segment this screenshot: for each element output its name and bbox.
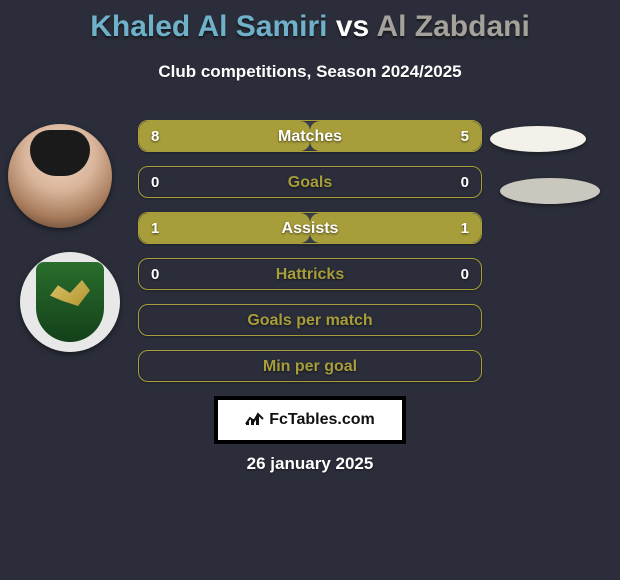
stat-bar: Hattricks0 0 <box>138 258 482 290</box>
stat-bars: Matches85Goals00Assists11Hattricks00Goal… <box>138 120 482 396</box>
comparison-card: Khaled Al Samiri vs Al Zabdani Club comp… <box>0 0 620 580</box>
stat-bar: Matches8 5 <box>138 120 482 152</box>
subtitle: Club competitions, Season 2024/2025 <box>0 62 620 82</box>
stat-bar: Goals per match <box>138 304 482 336</box>
decor-ellipse <box>490 126 586 152</box>
title-vs: vs <box>336 10 369 43</box>
stat-bar-label: Goals per match <box>139 305 481 335</box>
stat-bar: Min per goal <box>138 350 482 382</box>
stat-bar-label: Min per goal <box>139 351 481 381</box>
stat-bar-value-right: 1 <box>461 213 469 243</box>
source-banner: FcTables.com <box>214 396 406 444</box>
stat-bar-value-left: 0 <box>151 259 159 289</box>
stat-bar-value-right: 0 <box>461 259 469 289</box>
date-text: 26 january 2025 <box>0 454 620 474</box>
stat-bar-label: Assists <box>139 213 481 243</box>
page-title: Khaled Al Samiri vs Al Zabdani <box>0 10 620 44</box>
club-shield-icon <box>36 262 104 342</box>
title-player-right: Al Zabdani <box>376 10 529 43</box>
stat-bar: Assists1 1 <box>138 212 482 244</box>
title-player-left: Khaled Al Samiri <box>90 10 327 43</box>
chart-icon <box>245 410 265 431</box>
decor-ellipse <box>500 178 600 204</box>
stat-bar-label: Matches <box>139 121 481 151</box>
stat-bar-value-right: 0 <box>461 167 469 197</box>
club-badge <box>20 252 120 352</box>
stat-bar-value-left: 8 <box>151 121 159 151</box>
stat-bar-value-left: 0 <box>151 167 159 197</box>
stat-bar-value-right: 5 <box>461 121 469 151</box>
banner-text: FcTables.com <box>269 411 375 429</box>
stat-bar: Goals0 0 <box>138 166 482 198</box>
stat-bar-label: Goals <box>139 167 481 197</box>
stat-bar-label: Hattricks <box>139 259 481 289</box>
player-avatar <box>8 124 112 228</box>
stat-bar-value-left: 1 <box>151 213 159 243</box>
